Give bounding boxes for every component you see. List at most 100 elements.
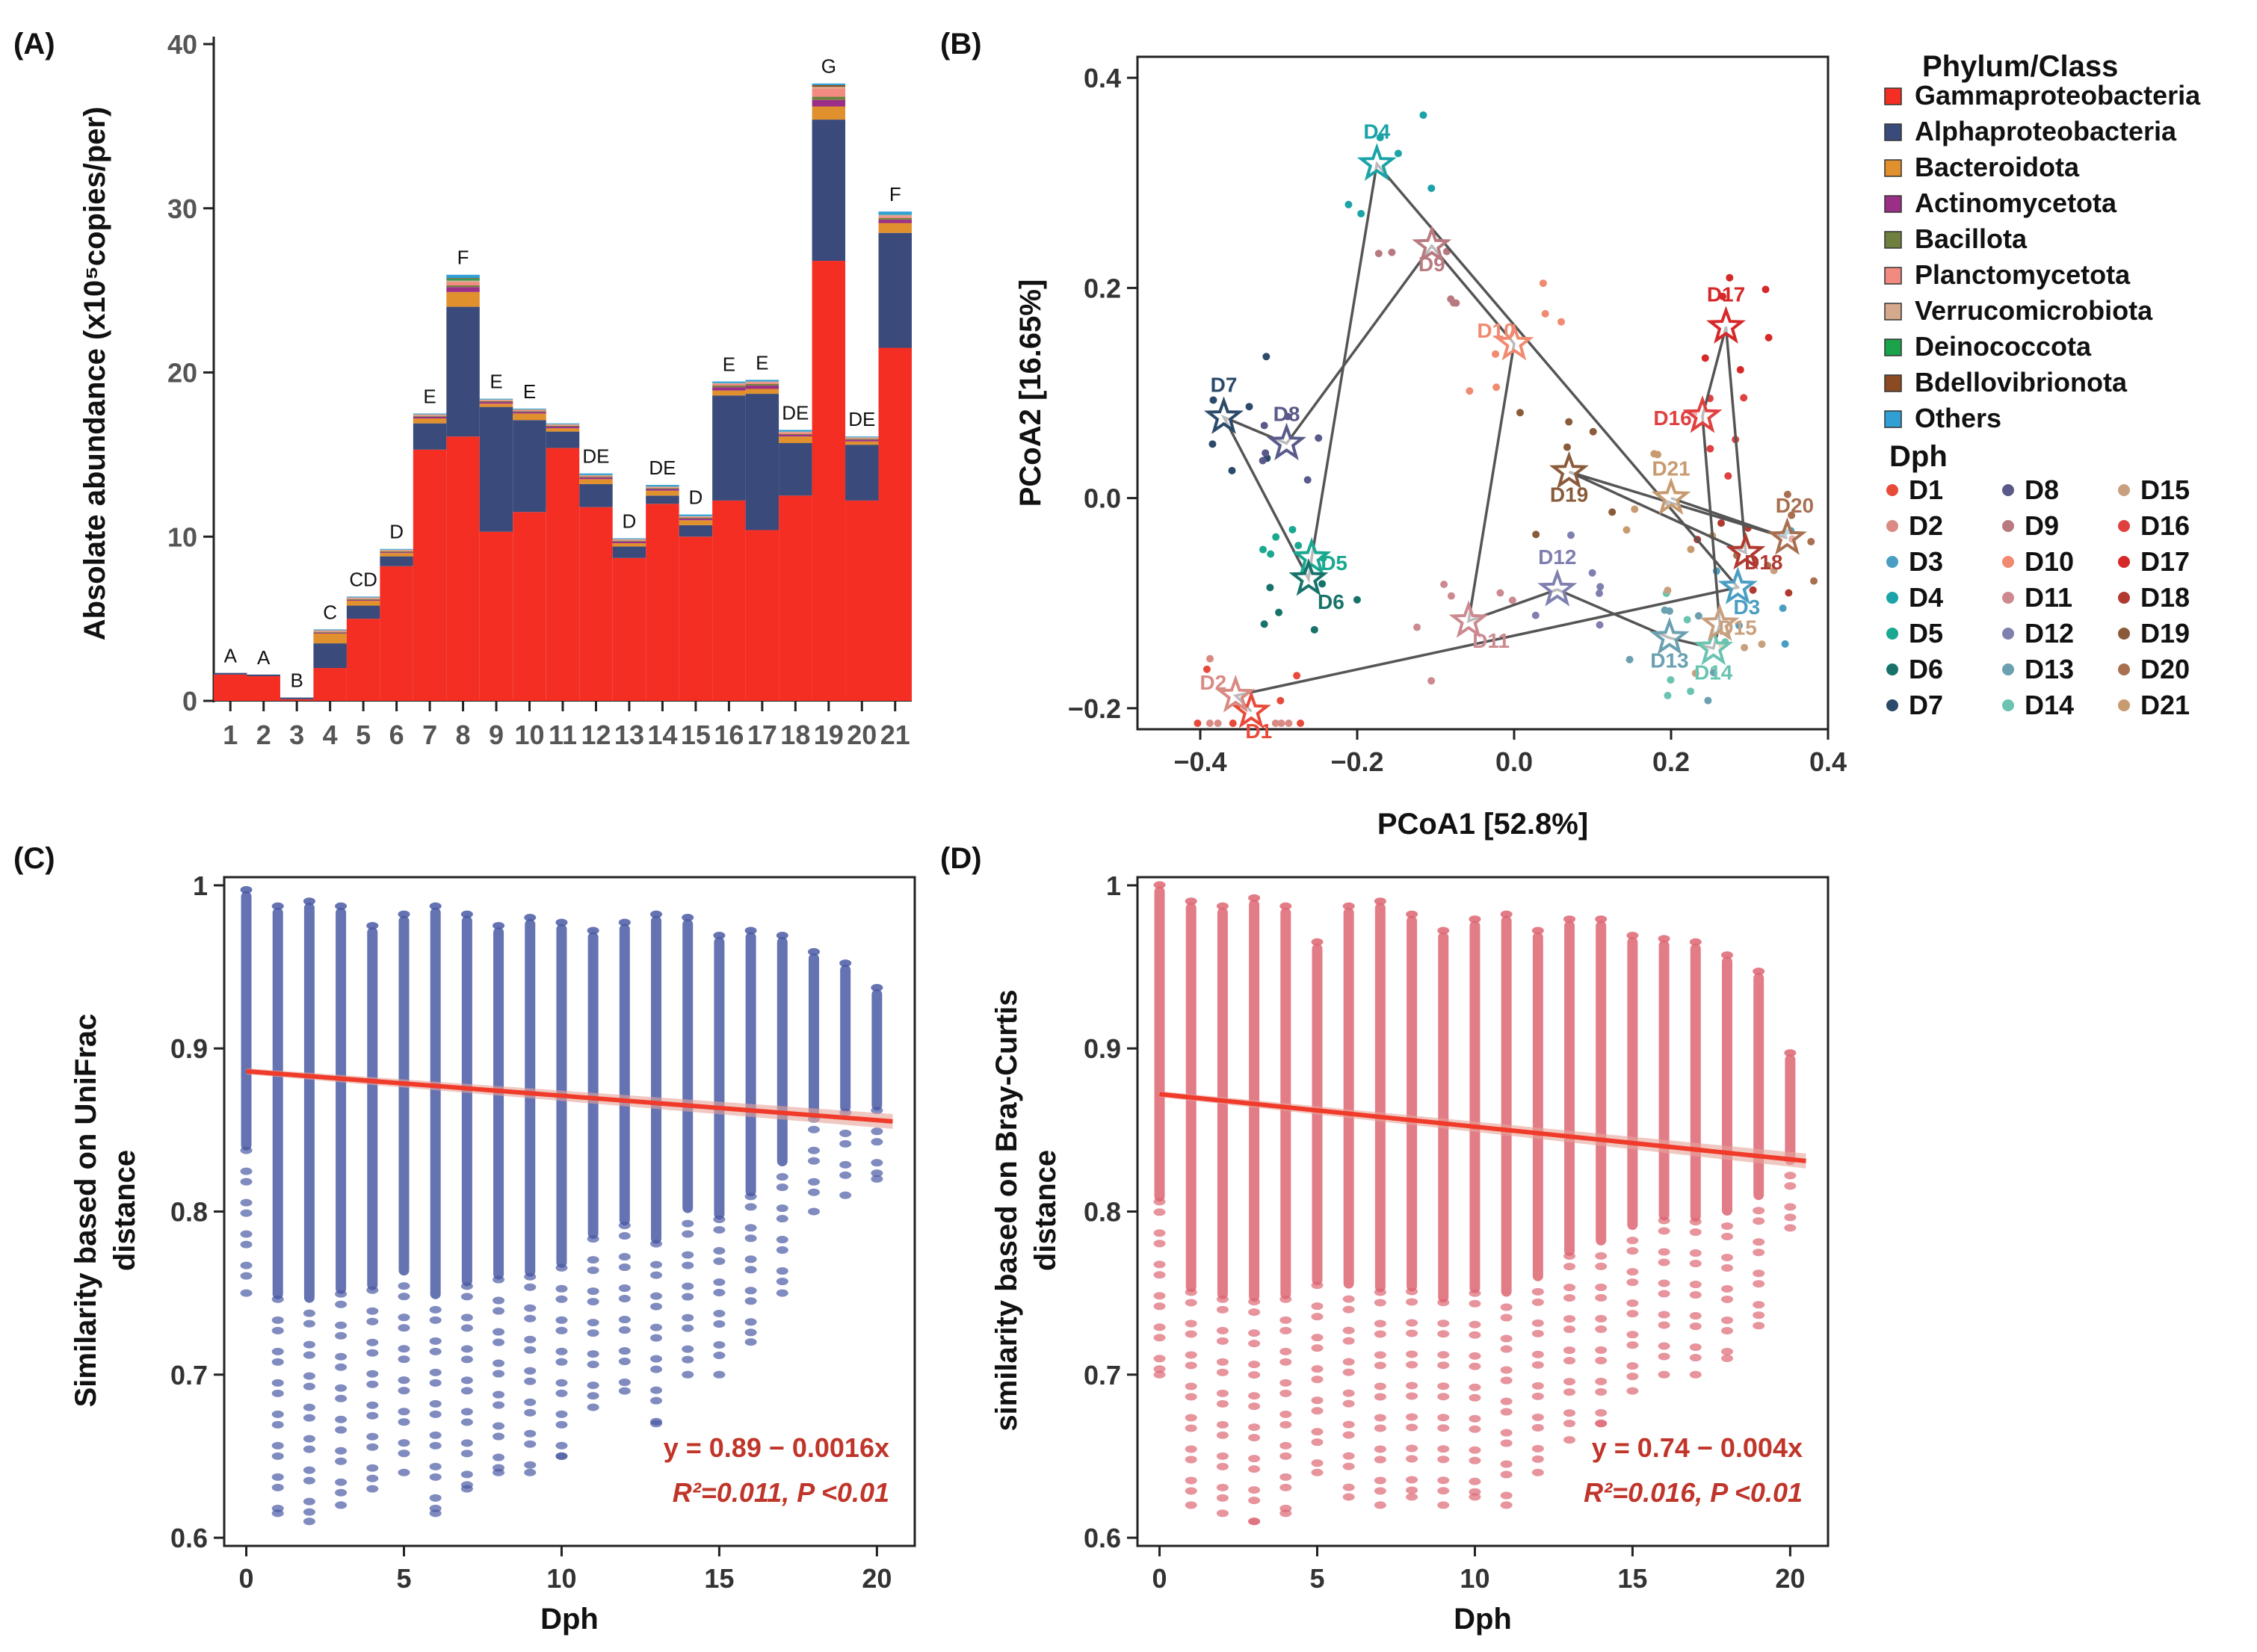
panel-c-point (682, 1314, 694, 1322)
panel-d-point (1784, 1182, 1797, 1190)
centroid-star-d17 (1706, 306, 1746, 344)
bar-segment-actinomycetota-14 (646, 489, 679, 491)
panel-d-point (1753, 1207, 1765, 1215)
panel-c-point (460, 1314, 473, 1322)
panel-c-point (744, 1224, 757, 1232)
panel-c-point (335, 1457, 348, 1465)
panel-d-point (1563, 1346, 1576, 1355)
panel-d-point (1626, 1373, 1639, 1381)
panel-d-point (1689, 1218, 1702, 1226)
panel-d-point (1531, 1319, 1544, 1327)
panel-d-column-15 (1627, 937, 1638, 1231)
panel-d-point (1185, 897, 1197, 906)
panel-c-point (240, 1272, 253, 1280)
sample-point-d20 (1810, 577, 1818, 585)
panel-c-point (650, 1355, 663, 1363)
panel-a-y-tick-label: 10 (167, 522, 197, 552)
sample-point-d1 (1297, 720, 1305, 727)
panel-c-point (776, 1236, 788, 1244)
panel-c-point (524, 1272, 537, 1281)
panel-c-point (682, 1324, 694, 1332)
sample-point-d15 (1741, 643, 1749, 652)
panel-c-point (303, 1414, 315, 1422)
panel-d-y-tick-label: 1 (1106, 870, 1121, 901)
legend-dot-d16 (2118, 520, 2130, 532)
panel-d-point (1469, 1299, 1481, 1308)
panel-d-point (1469, 1493, 1481, 1501)
panel-c-point (776, 1267, 788, 1275)
panel-d-point (1185, 1330, 1197, 1338)
bar-segment-gammaproteobacteria-3 (280, 699, 314, 701)
panel-c-point (776, 1246, 788, 1255)
sample-point-d1 (1229, 720, 1237, 727)
panel-d-y-tick-label: 0.7 (1084, 1360, 1121, 1390)
panel-c-column-3 (336, 907, 347, 1294)
panel-c-x-tick-label: 5 (396, 1563, 411, 1594)
panel-d-x-tick-label: 15 (1617, 1563, 1647, 1594)
panel-c-point (460, 910, 473, 918)
panel-d-point (1374, 1382, 1386, 1390)
legend-dph-label-d14: D14 (2025, 690, 2074, 720)
panel-d-point (1374, 1361, 1386, 1370)
bar-segment-verrucomicrobiota-16 (712, 383, 746, 384)
panel-d-point (1342, 1399, 1355, 1408)
legend-swatch-bdellovibrionota (1884, 374, 1902, 392)
bar-segment-planctomycetota-4 (313, 631, 347, 632)
sample-point-d3 (1735, 622, 1744, 630)
panel-c-point (839, 1191, 852, 1199)
panel-d-point (1595, 1293, 1608, 1302)
bar-segment-alphaproteobacteria-15 (679, 525, 713, 537)
panel-d-point (1753, 1217, 1765, 1225)
panel-d-point (1153, 1292, 1166, 1300)
panel-d-y-tick-label: 0.6 (1084, 1523, 1121, 1553)
panel-c-point (366, 1401, 379, 1409)
bar-segment-actinomycetota-8 (446, 287, 480, 292)
panel-d-point (1563, 1409, 1576, 1417)
panel-c-point (713, 1320, 726, 1328)
panel-d-point (1689, 1260, 1702, 1268)
panel-c-column-18 (808, 953, 819, 1119)
bar-segment-verrucomicrobiota-21 (878, 214, 912, 217)
panel-d-point (1248, 1361, 1261, 1369)
panel-c-point (587, 1403, 599, 1411)
legend-swatch-bacteroidota (1884, 159, 1902, 177)
panel-c-column-1 (272, 907, 283, 1299)
bar-segment-verrucomicrobiota-6 (380, 549, 413, 551)
panel-c-point (744, 1234, 757, 1243)
panel-d-point (1311, 1344, 1324, 1352)
panel-c-point (871, 1169, 883, 1178)
sample-point-d8 (1262, 449, 1270, 457)
legend-dot-d9 (2002, 520, 2014, 532)
panel-d-column-11 (1501, 915, 1512, 1297)
panel-c-point (366, 1443, 379, 1451)
panel-c-point (524, 1314, 537, 1322)
panel-d-point (1689, 1249, 1702, 1257)
panel-d-point (1248, 1434, 1261, 1442)
panel-c-point (807, 1178, 820, 1186)
panel-c-column-5 (398, 915, 410, 1276)
panel-d-point (1279, 1358, 1292, 1366)
panel-b-frame (1136, 55, 1830, 731)
panel-c-point (398, 1293, 410, 1301)
panel-c-point (776, 1173, 788, 1181)
panel-d-point (1374, 1501, 1386, 1509)
panel-c-point (429, 1347, 442, 1355)
sample-point-d11 (1413, 623, 1421, 631)
panel-d-point (1720, 1232, 1733, 1240)
sample-point-d12 (1588, 569, 1596, 577)
sample-point-d12 (1596, 583, 1605, 591)
panel-c-point (555, 1420, 568, 1429)
panel-b-pcoa-plot: −0.4 −0.2 0.0 0.2 0.4−0.20.00.20.4 D1D2D3D4D… (1014, 55, 1847, 841)
bar-segment-alphaproteobacteria-13 (612, 546, 646, 558)
sample-point-d15 (1758, 640, 1766, 649)
panel-a-significance-letter: E (523, 380, 536, 403)
sample-point-d19 (1563, 443, 1571, 451)
panel-d-point (1500, 1460, 1513, 1468)
panel-c-point (713, 1225, 726, 1234)
panel-c-point (587, 926, 599, 935)
panel-c-point (366, 1411, 379, 1420)
centroid-star-d21 (1651, 477, 1691, 516)
panel-c-point (493, 1370, 505, 1378)
panel-c-point (744, 1287, 757, 1295)
sample-point-d10 (1466, 387, 1474, 395)
